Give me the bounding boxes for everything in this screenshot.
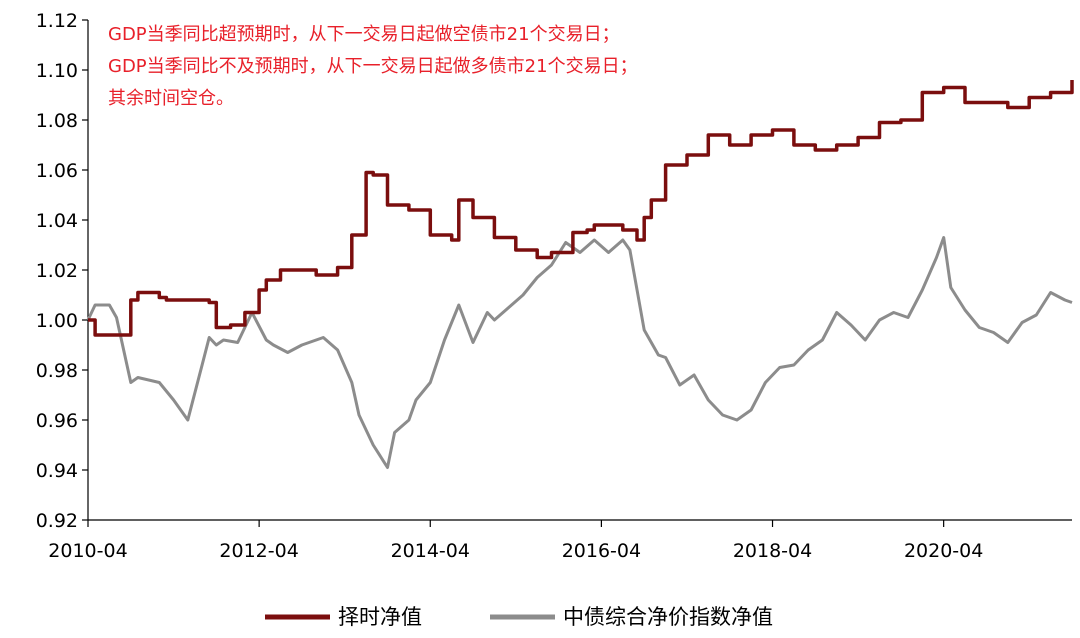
- y-tick-label: 1.08: [36, 110, 78, 132]
- x-tick-label: 2010-04: [48, 540, 127, 562]
- y-tick-label: 0.92: [36, 510, 78, 532]
- x-tick-label: 2012-04: [219, 540, 298, 562]
- annotation-line-2: GDP当季同比不及预期时，从下一交易日起做多债市21个交易日；: [108, 56, 638, 77]
- legend-label-index: 中债综合净价指数净值: [563, 605, 773, 629]
- y-tick-label: 1.10: [36, 60, 78, 82]
- x-tick-label: 2014-04: [391, 540, 470, 562]
- y-axis-ticks: 0.92 0.94 0.96 0.98 1.00 1.02 1.04 1.06 1.08 1.10…: [36, 10, 88, 532]
- series-layer: [86, 80, 1074, 469]
- y-tick-label: 0.94: [36, 460, 78, 482]
- x-axis-ticks: 2010-04 2012-04 2014-04 2016-04 2018-04 2020-…: [48, 520, 983, 562]
- x-tick-label: 2020-04: [904, 540, 983, 562]
- series-line-index: [86, 236, 1073, 469]
- y-tick-label: 1.12: [36, 10, 78, 32]
- x-tick-label: 2016-04: [562, 540, 641, 562]
- y-tick-label: 1.06: [36, 160, 78, 182]
- y-tick-label: 1.00: [36, 310, 78, 332]
- y-tick-label: 0.96: [36, 410, 78, 432]
- x-tick-label: 2018-04: [733, 540, 812, 562]
- strategy-annotation: GDP当季同比超预期时，从下一交易日起做空债市21个交易日； GDP当季同比不及…: [108, 24, 638, 109]
- annotation-line-1: GDP当季同比超预期时，从下一交易日起做空债市21个交易日；: [108, 24, 620, 45]
- legend: 择时净值 中债综合净价指数净值: [265, 605, 773, 629]
- y-tick-label: 0.98: [36, 360, 78, 382]
- series-line-timing: [88, 80, 1074, 337]
- annotation-line-3: 其余时间空仓。: [108, 88, 234, 109]
- y-tick-label: 1.04: [36, 210, 78, 232]
- legend-label-timing: 择时净值: [338, 605, 422, 629]
- y-tick-label: 1.02: [36, 260, 78, 282]
- plot-area: 0.92 0.94 0.96 0.98 1.00 1.02 1.04 1.06 1.08 1.10…: [36, 10, 1074, 562]
